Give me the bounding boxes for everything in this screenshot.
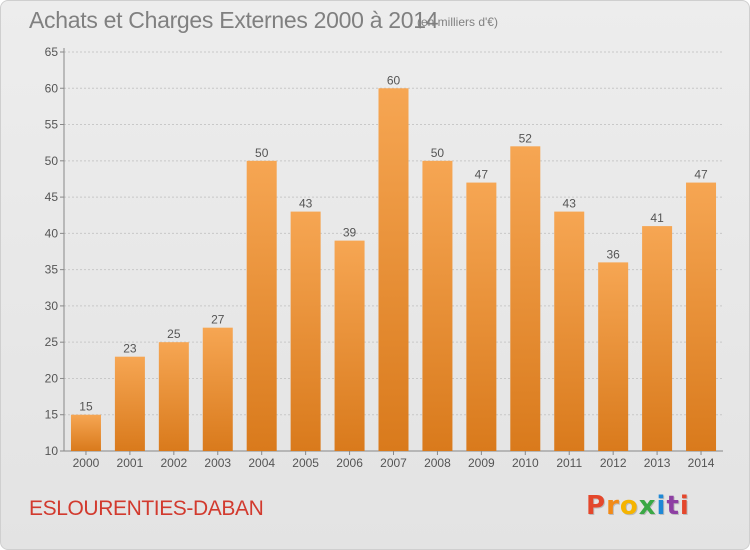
logo-letter: x [638, 491, 657, 521]
bar-2002 [158, 342, 189, 451]
data-label-2004: 50 [255, 146, 269, 160]
x-tick-label-2007: 2007 [380, 456, 407, 470]
x-tick-label-2006: 2006 [336, 456, 363, 470]
unit-note: (en milliers d'€) [417, 15, 498, 29]
bar-2010 [510, 146, 541, 452]
data-label-2003: 27 [211, 313, 225, 327]
y-tick-label: 45 [45, 190, 59, 204]
logo-letter: P [586, 491, 607, 521]
y-tick-label: 40 [45, 226, 59, 240]
logo-letter: t [666, 491, 680, 521]
bar-2005 [290, 211, 321, 451]
x-tick-label-2010: 2010 [512, 456, 539, 470]
bar-2004 [246, 160, 277, 451]
x-tick-label-2001: 2001 [117, 456, 144, 470]
data-label-2014: 47 [694, 168, 708, 182]
x-tick-label-2014: 2014 [688, 456, 715, 470]
bar-2012 [598, 262, 629, 451]
logo-letter: i [656, 491, 667, 521]
x-tick-label-2005: 2005 [292, 456, 319, 470]
y-tick-label: 25 [45, 335, 59, 349]
bar-2009 [466, 182, 497, 451]
x-tick-label-2002: 2002 [160, 456, 187, 470]
y-tick-label: 50 [45, 154, 59, 168]
bar-2013 [642, 226, 673, 451]
bar-2007 [378, 88, 409, 451]
data-label-2009: 47 [475, 168, 489, 182]
data-label-2008: 50 [431, 146, 445, 160]
y-tick-label: 65 [45, 45, 59, 59]
x-tick-label-2008: 2008 [424, 456, 451, 470]
bar-2003 [202, 327, 233, 451]
bar-2011 [554, 211, 585, 451]
bar-2006 [334, 240, 365, 451]
proxiti-logo: Proxiti [586, 491, 690, 521]
y-tick-label: 10 [45, 444, 59, 458]
data-label-2012: 36 [606, 247, 620, 261]
bar-2001 [114, 356, 145, 451]
data-label-2010: 52 [519, 131, 533, 145]
data-label-2001: 23 [123, 342, 137, 356]
x-tick-label-2009: 2009 [468, 456, 495, 470]
logo-letter: i [679, 491, 690, 521]
data-label-2005: 43 [299, 197, 313, 211]
x-tick-label-2013: 2013 [644, 456, 671, 470]
commune-name: ESLOURENTIES-DABAN [29, 497, 264, 520]
y-tick-label: 60 [45, 81, 59, 95]
data-label-2007: 60 [387, 73, 401, 87]
x-tick-label-2011: 2011 [556, 456, 582, 470]
y-tick-label: 15 [45, 408, 59, 422]
x-tick-label-2003: 2003 [204, 456, 231, 470]
y-tick-label: 20 [45, 371, 59, 385]
chart-title: Achats et Charges Externes 2000 à 2014 [29, 7, 439, 33]
data-label-2006: 39 [343, 226, 357, 240]
logo-letter: o [619, 491, 639, 521]
y-tick-label: 35 [45, 263, 59, 277]
y-tick-label: 30 [45, 299, 59, 313]
data-label-2011: 43 [563, 197, 577, 211]
x-tick-label-2004: 2004 [248, 456, 275, 470]
data-label-2002: 25 [167, 327, 181, 341]
data-label-2000: 15 [79, 400, 93, 414]
bar-2014 [686, 182, 717, 451]
x-tick-label-2000: 2000 [73, 456, 100, 470]
bar-2000 [70, 414, 101, 451]
bar-2008 [422, 160, 453, 451]
x-tick-label-2012: 2012 [600, 456, 627, 470]
data-label-2013: 41 [650, 211, 664, 225]
y-tick-label: 55 [45, 118, 59, 132]
logo-letter: r [606, 491, 620, 521]
